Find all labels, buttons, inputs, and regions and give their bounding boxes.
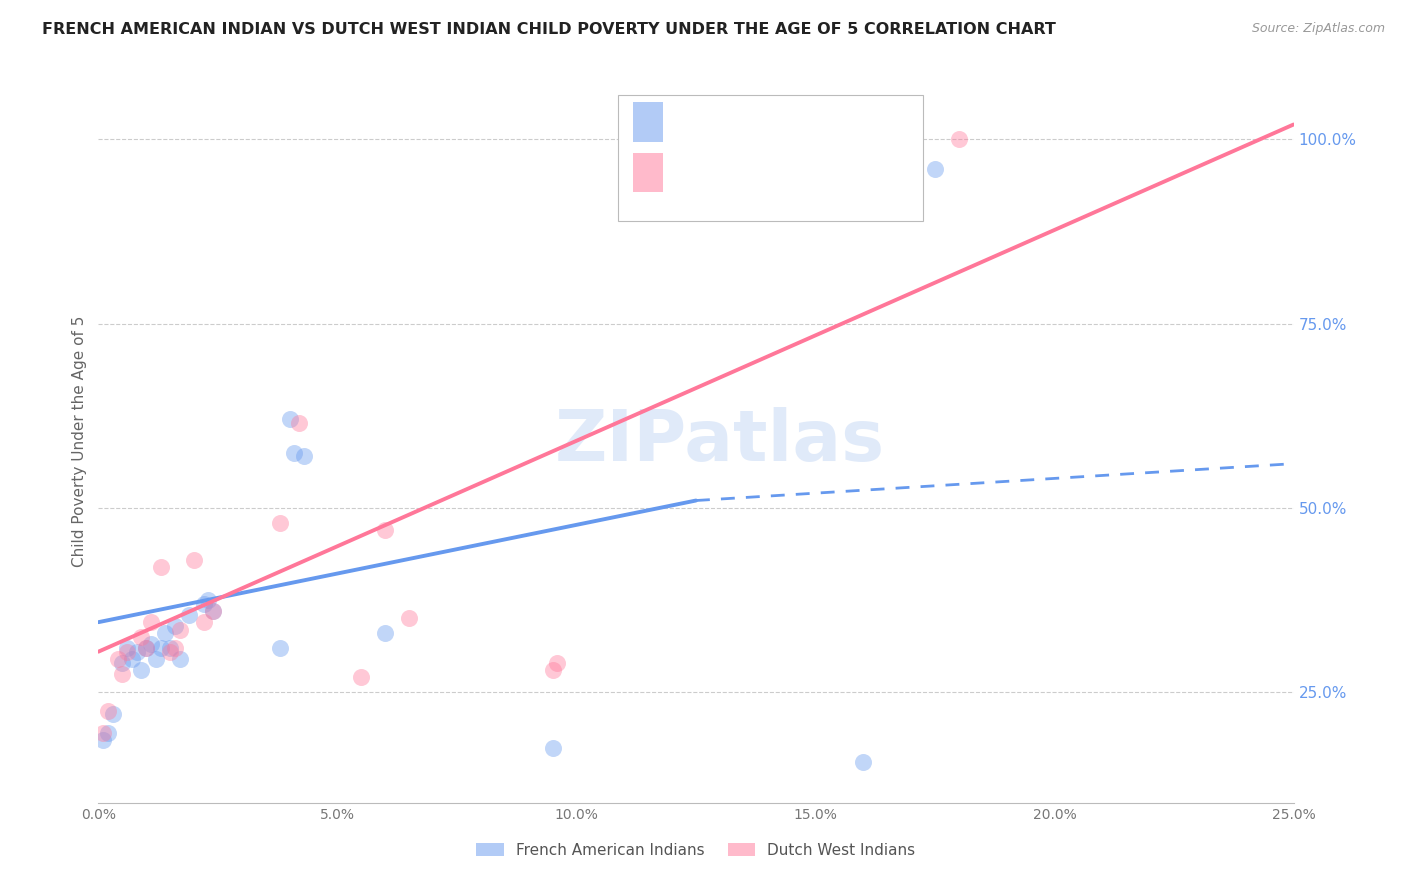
Point [163, 640, 186, 655]
Point [193, 597, 215, 611]
Point [924, 161, 946, 176]
Point [97, 725, 120, 739]
Point [159, 645, 181, 659]
Bar [633, 153, 662, 193]
Point [135, 640, 157, 655]
Point [852, 756, 875, 770]
Point [91, 733, 114, 747]
Point [155, 626, 177, 640]
Point [159, 640, 181, 655]
Point [541, 663, 564, 677]
Point [269, 516, 291, 530]
Point [115, 645, 138, 659]
Point [149, 640, 172, 655]
Text: FRENCH AMERICAN INDIAN VS DUTCH WEST INDIAN CHILD POVERTY UNDER THE AGE OF 5 COR: FRENCH AMERICAN INDIAN VS DUTCH WEST IND… [42, 22, 1056, 37]
Point [107, 652, 129, 666]
Point [101, 707, 124, 722]
Point [283, 445, 305, 459]
Point [546, 656, 568, 670]
Point [169, 652, 191, 666]
Point [202, 604, 225, 618]
Point [179, 607, 201, 622]
Point [202, 604, 225, 618]
Point [398, 611, 420, 625]
Point [350, 670, 373, 684]
Y-axis label: Child Poverty Under the Age of 5: Child Poverty Under the Age of 5 [72, 316, 87, 567]
Point [193, 615, 215, 630]
Point [374, 626, 396, 640]
Point [374, 523, 396, 537]
Point [111, 666, 134, 681]
Point [288, 416, 311, 430]
Point [121, 652, 143, 666]
Legend: French American Indians, Dutch West Indians: French American Indians, Dutch West Indi… [470, 837, 922, 863]
Point [139, 637, 162, 651]
Point [125, 645, 148, 659]
Point [169, 623, 191, 637]
Point [145, 652, 167, 666]
Point [541, 740, 564, 755]
Point [115, 640, 138, 655]
Point [163, 619, 186, 633]
Bar [633, 102, 662, 142]
Text: R =  0.135   N = 28: R = 0.135 N = 28 [676, 112, 853, 131]
Point [131, 630, 153, 644]
Point [197, 593, 219, 607]
Point [97, 704, 120, 718]
Point [91, 725, 114, 739]
Point [183, 552, 205, 566]
Point [269, 640, 291, 655]
FancyBboxPatch shape [619, 95, 922, 221]
Point [139, 615, 162, 630]
Point [948, 132, 970, 146]
Text: R =  0.772   N = 24: R = 0.772 N = 24 [676, 163, 853, 181]
Point [278, 412, 301, 426]
Point [149, 560, 172, 574]
Point [111, 656, 134, 670]
Point [135, 640, 157, 655]
Text: ZIPatlas: ZIPatlas [555, 407, 884, 476]
Point [131, 663, 153, 677]
Point [292, 450, 315, 464]
Text: Source: ZipAtlas.com: Source: ZipAtlas.com [1251, 22, 1385, 36]
